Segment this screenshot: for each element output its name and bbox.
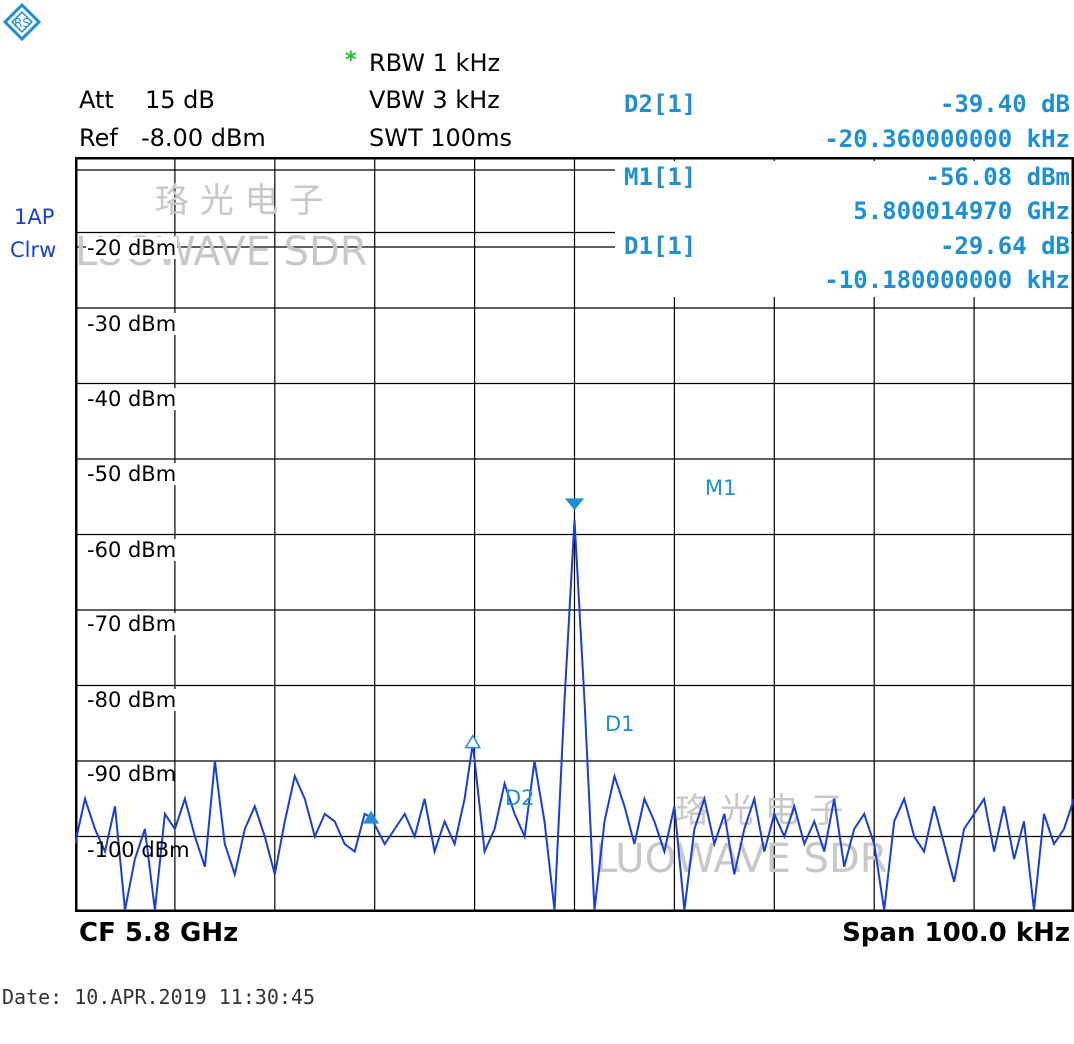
att-value[interactable]: 15 dB xyxy=(145,86,215,114)
level-label: -100 dBm xyxy=(87,838,190,862)
rohde-schwarz-logo-icon: RS xyxy=(2,2,42,42)
marker-m1-name[interactable]: M1[1] xyxy=(624,163,697,191)
rbw-changed-star: * xyxy=(345,48,357,73)
level-label: -30 dBm xyxy=(86,312,178,336)
marker-d2-value: -39.40 dB xyxy=(939,90,1070,118)
marker-label-m1: M1 xyxy=(705,476,737,500)
frequency-span[interactable]: Span 100.0 kHz xyxy=(842,918,1070,948)
marker-symbols xyxy=(363,498,585,824)
ref-label: Ref xyxy=(79,124,118,152)
ref-value[interactable]: -8.00 dBm xyxy=(141,124,266,152)
capture-date: Date: 10.APR.2019 11:30:45 xyxy=(2,985,316,1009)
level-label: -20 dBm xyxy=(86,236,178,260)
marker-m1-value: -56.08 dBm xyxy=(925,163,1071,191)
trace-clrw-label: Clrw xyxy=(10,238,57,262)
trace-mode-label: 1AP xyxy=(14,205,55,229)
level-label: -80 dBm xyxy=(86,688,178,712)
marker-d1-name[interactable]: D1[1] xyxy=(624,232,697,260)
marker-d1-icon[interactable] xyxy=(464,734,482,749)
level-label: -50 dBm xyxy=(86,462,178,486)
spectrum-trace xyxy=(75,519,1074,911)
vbw-setting[interactable]: VBW 3 kHz xyxy=(369,86,500,114)
marker-d2-name[interactable]: D2[1] xyxy=(624,90,697,118)
marker-table-mask xyxy=(615,161,1071,297)
level-label: -90 dBm xyxy=(87,762,177,786)
rbw-setting[interactable]: RBW 1 kHz xyxy=(369,49,501,77)
level-label: -70 dBm xyxy=(86,612,178,636)
watermark-cn-upper: 珞 光 电 子 xyxy=(155,181,323,221)
level-label: -60 dBm xyxy=(86,538,178,562)
marker-m1-icon[interactable] xyxy=(564,498,585,511)
marker-d2-position: -20.360000000 kHz xyxy=(824,125,1070,153)
marker-d2-icon[interactable] xyxy=(363,810,380,824)
spectrum-plot[interactable]: 珞 光 电 子 LUOWAVE SDR 珞 光 电 子 LUOWAVE SDR xyxy=(75,157,1074,912)
marker-m1-position: 5.800014970 GHz xyxy=(853,197,1070,225)
center-frequency[interactable]: CF 5.8 GHz xyxy=(79,918,239,948)
marker-label-d1: D1 xyxy=(605,712,635,736)
att-label: Att xyxy=(79,86,114,114)
grid-lines xyxy=(75,157,1074,912)
marker-d1-position: -10.180000000 kHz xyxy=(824,266,1070,294)
marker-label-d2: D2 xyxy=(505,786,535,810)
swt-setting[interactable]: SWT 100ms xyxy=(369,124,512,152)
svg-text:RS: RS xyxy=(14,16,30,30)
level-label: -40 dBm xyxy=(86,387,178,411)
spectrum-svg[interactable]: 珞 光 电 子 LUOWAVE SDR 珞 光 电 子 LUOWAVE SDR xyxy=(75,157,1074,912)
marker-d1-value: -29.64 dB xyxy=(939,232,1070,260)
